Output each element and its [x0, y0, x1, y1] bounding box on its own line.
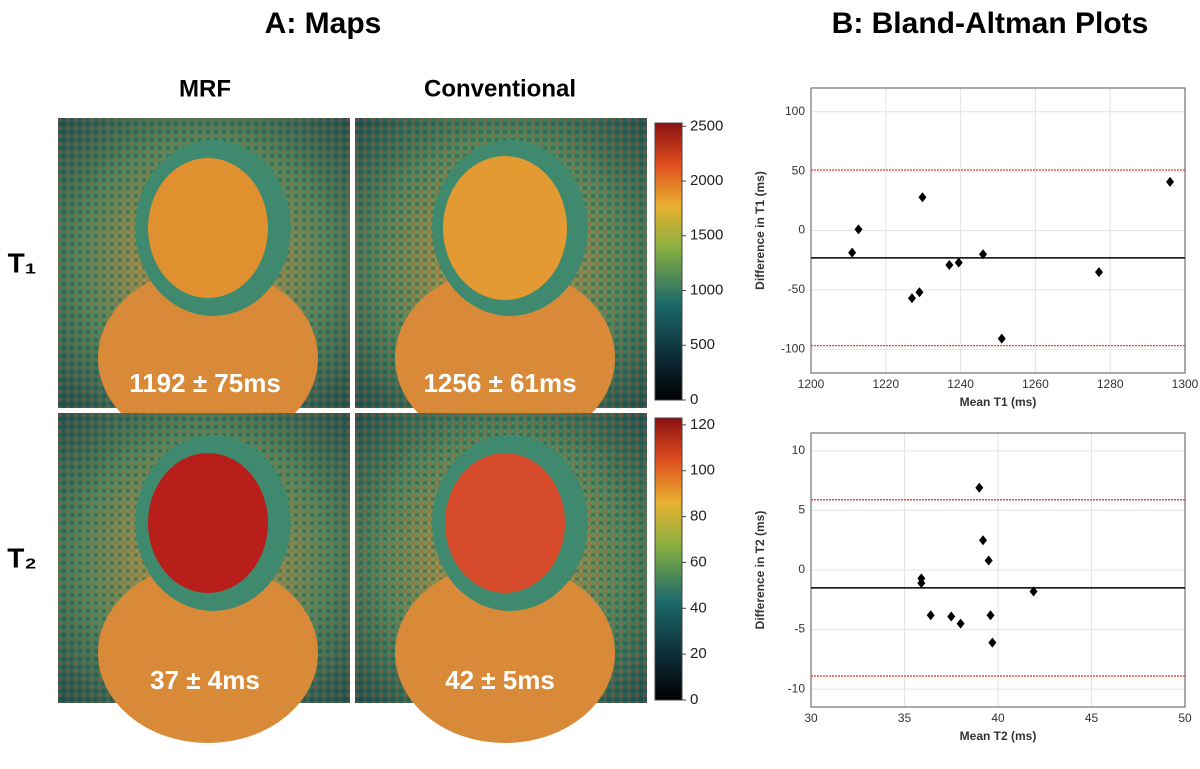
point — [954, 257, 963, 268]
panel-title: A: Maps — [265, 7, 382, 40]
point — [1094, 267, 1103, 278]
map-label: 37 ± 4ms — [150, 665, 260, 695]
point — [986, 610, 995, 621]
x-tick-label: 30 — [804, 711, 818, 725]
map — [58, 413, 350, 743]
y-tick-label: 10 — [792, 443, 806, 457]
y-tick-label: -10 — [788, 681, 806, 695]
x-axis-label: Mean T1 (ms) — [960, 395, 1037, 409]
y-tick-label: 50 — [792, 163, 806, 177]
point — [907, 293, 916, 304]
map-label: 1256 ± 61ms — [423, 368, 576, 398]
point — [988, 637, 997, 648]
map — [58, 118, 350, 448]
colorbar-tick-label: 40 — [690, 599, 707, 616]
row-label: T₂ — [7, 542, 37, 573]
x-tick-label: 1280 — [1097, 377, 1124, 391]
y-axis-label: Difference in T1 (ms) — [753, 171, 767, 290]
colorbar-tick-label: 60 — [690, 553, 707, 570]
x-tick-label: 1220 — [872, 377, 899, 391]
x-axis-label: Mean T2 (ms) — [960, 729, 1037, 743]
colorbar — [654, 417, 683, 701]
point — [947, 611, 956, 622]
y-tick-label: 0 — [798, 562, 805, 576]
point — [984, 555, 993, 566]
colorbar-tick-label: 20 — [690, 645, 707, 662]
plot-frame — [810, 432, 1186, 708]
y-tick-label: 0 — [798, 223, 805, 237]
plot-frame — [810, 87, 1186, 374]
point — [918, 192, 927, 203]
y-tick-label: 100 — [785, 104, 805, 118]
point — [979, 249, 988, 260]
row-label: T₁ — [8, 247, 37, 278]
point — [979, 535, 988, 546]
map — [355, 413, 647, 743]
x-tick-label: 1200 — [798, 377, 825, 391]
map-label: 42 ± 5ms — [445, 665, 555, 695]
colorbar-tick-label: 0 — [690, 391, 698, 408]
x-tick-label: 50 — [1178, 711, 1192, 725]
colorbar-tick-label: 0 — [690, 691, 698, 708]
y-tick-label: -50 — [788, 282, 806, 296]
point — [975, 482, 984, 493]
map — [355, 118, 647, 448]
point — [848, 247, 857, 258]
colorbar-tick-label: 500 — [690, 336, 715, 353]
colorbar-tick-label: 1500 — [690, 227, 723, 244]
point — [854, 224, 863, 235]
column-label: Conventional — [424, 75, 576, 102]
x-tick-label: 1260 — [1022, 377, 1049, 391]
point — [997, 333, 1006, 344]
panel-title: B: Bland-Altman Plots — [832, 7, 1149, 40]
colorbar-tick-label: 1000 — [690, 281, 723, 298]
point — [926, 610, 935, 621]
column-label: MRF — [179, 75, 231, 102]
colorbar-tick-label: 120 — [690, 416, 715, 433]
x-tick-label: 1300 — [1172, 377, 1199, 391]
colorbar-tick-label: 100 — [690, 462, 715, 479]
colorbar-tick-label: 80 — [690, 508, 707, 525]
map-label: 1192 ± 75ms — [129, 368, 281, 398]
point — [1166, 176, 1175, 187]
point — [956, 618, 965, 629]
point — [945, 259, 954, 270]
x-tick-label: 40 — [991, 711, 1005, 725]
colorbar-tick-label: 2000 — [690, 172, 723, 189]
colorbar-tick-label: 2500 — [690, 117, 723, 134]
y-tick-label: 5 — [798, 503, 805, 517]
y-tick-label: -5 — [794, 622, 805, 636]
y-tick-label: -100 — [781, 341, 805, 355]
point — [915, 287, 924, 298]
x-tick-label: 35 — [898, 711, 912, 725]
colorbar — [654, 122, 683, 401]
point — [917, 578, 926, 589]
y-axis-label: Difference in T2 (ms) — [753, 511, 767, 630]
point — [1029, 586, 1038, 597]
x-tick-label: 1240 — [947, 377, 974, 391]
x-tick-label: 45 — [1085, 711, 1099, 725]
